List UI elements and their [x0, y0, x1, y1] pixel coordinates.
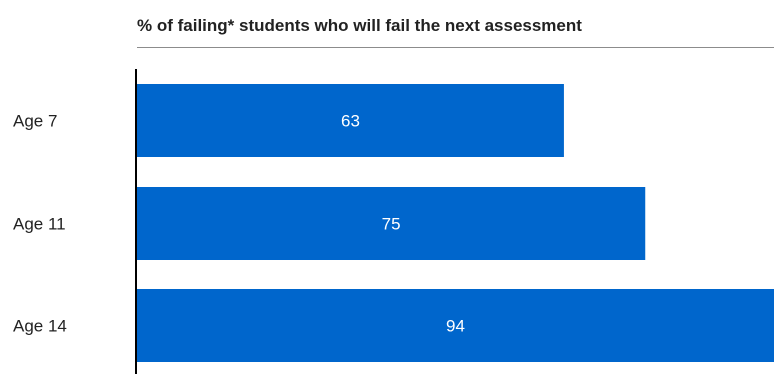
- title-divider: [137, 47, 774, 48]
- bar-age-11: [137, 187, 646, 260]
- category-label: Age 14: [13, 317, 67, 336]
- category-label: Age 11: [13, 215, 66, 234]
- chart-title: % of failing* students who will fail the…: [137, 16, 582, 35]
- bar-value-label: 75: [382, 215, 401, 234]
- bar-age-14: [137, 289, 774, 362]
- bar-value-label: 94: [446, 317, 465, 336]
- bar-value-label: 63: [341, 112, 360, 131]
- category-label: Age 7: [13, 112, 57, 131]
- bars-layer: 63 Age 7 75 Age 11 94 Age 14: [13, 84, 774, 362]
- bar-age-7: [137, 84, 564, 157]
